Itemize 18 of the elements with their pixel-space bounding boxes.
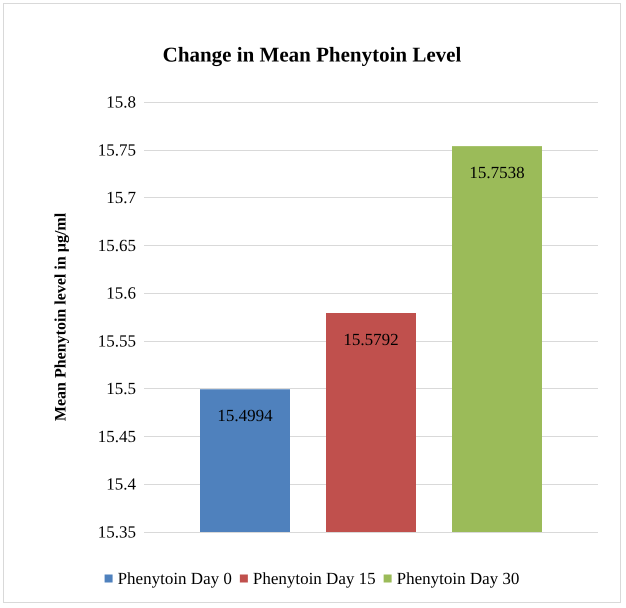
legend-label: Phenytoin Day 30 bbox=[396, 569, 520, 588]
y-tick-label: 15.7 bbox=[106, 188, 136, 208]
y-tick-label: 15.8 bbox=[106, 92, 136, 112]
y-tick-label: 15.45 bbox=[98, 426, 136, 446]
y-tick-label: 15.5 bbox=[106, 379, 136, 398]
data-label: 15.7538 bbox=[469, 163, 525, 182]
data-label: 15.4994 bbox=[217, 406, 274, 426]
chart-title: Change in Mean Phenytoin Level bbox=[162, 42, 462, 66]
y-tick-label: 15.75 bbox=[98, 140, 136, 160]
y-axis-title: Mean Phenytoin level in µg/ml bbox=[52, 212, 70, 422]
y-tick-label: 15.55 bbox=[98, 331, 136, 350]
y-tick-label: 15.65 bbox=[98, 236, 136, 255]
data-label: 15.5792 bbox=[343, 330, 399, 349]
y-tick-label: 15.6 bbox=[106, 284, 136, 303]
y-tick-label: 15.35 bbox=[98, 522, 136, 542]
y-tick-label: 15.4 bbox=[106, 474, 136, 494]
legend-label: Phenytoin Day 15 bbox=[252, 569, 376, 588]
legend-label: Phenytoin Day 0 bbox=[118, 569, 232, 588]
